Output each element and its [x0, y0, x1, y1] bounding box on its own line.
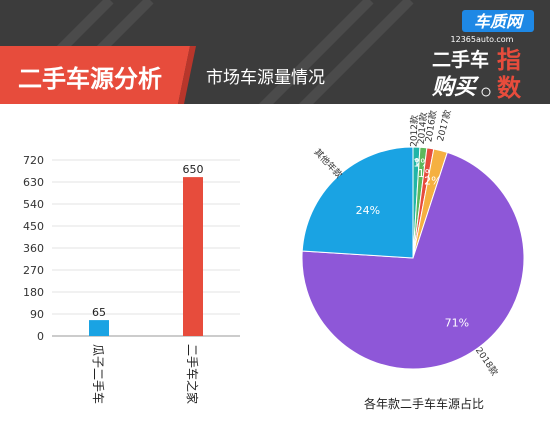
bar: [89, 320, 109, 336]
y-tick-label: 90: [30, 308, 44, 321]
pie-slice: [301, 146, 414, 259]
pie-category-label: 2012款: [407, 115, 420, 147]
pie-category-label: 2014款: [415, 112, 430, 145]
y-tick-label: 180: [23, 286, 44, 299]
logo-line1-accent: 指: [497, 46, 521, 74]
pie-category-label: 其他年款: [312, 146, 345, 180]
bar-data-label: 650: [183, 163, 204, 176]
logo-line1: 二手车: [432, 48, 489, 71]
chart-area: 09018027036045054063072065瓜子二手车650二手车之家 …: [23, 109, 525, 411]
section-title-banner: [0, 46, 190, 104]
pie-percent-label: 24%: [356, 204, 380, 217]
logo-line2: 购买: [431, 75, 480, 100]
y-tick-label: 0: [37, 330, 44, 343]
header: 二手车源分析 市场车源量情况 车质网 12365auto.com 二手车 指 购…: [0, 0, 550, 104]
y-tick-label: 270: [23, 264, 44, 277]
bar-chart: 0 90 180 270 360 450 540 630 720 65 瓜子二手车 650 二手车之家: [23, 154, 240, 404]
section-title: 二手车源分析: [18, 65, 162, 93]
logo-top-badge: [462, 10, 534, 32]
logo-top-text: 车质网: [474, 12, 525, 31]
bar: [183, 177, 203, 336]
y-tick-label: 630: [23, 176, 44, 189]
registered-mark: [481, 87, 491, 97]
subtitle: 市场车源量情况: [206, 68, 325, 88]
pie-category-label: 2018款: [473, 345, 501, 378]
bar-data-label: 65: [92, 306, 106, 319]
y-tick-label: 720: [23, 154, 44, 167]
pie-chart-title: 各年款二手车车源占比: [364, 396, 484, 411]
section-title-banner-shadow: [178, 46, 196, 104]
y-tick-label: 360: [23, 242, 44, 255]
pie-percent-label: 71%: [445, 317, 469, 330]
y-tick-label: 450: [23, 220, 44, 233]
logo-line2-accent: 数: [497, 74, 522, 102]
pie-chart: 1%2012款1%2014款1%2016款2%2017款71%2018款24%其…: [301, 109, 525, 378]
y-tick-label: 540: [23, 198, 44, 211]
logo-url: 12365auto.com: [451, 35, 514, 44]
x-category-label: 二手车之家: [185, 344, 200, 404]
x-category-label: 瓜子二手车: [91, 344, 106, 404]
pie-slice: [301, 151, 525, 370]
logo: 车质网 12365auto.com 二手车 指 购买 数: [431, 10, 534, 102]
